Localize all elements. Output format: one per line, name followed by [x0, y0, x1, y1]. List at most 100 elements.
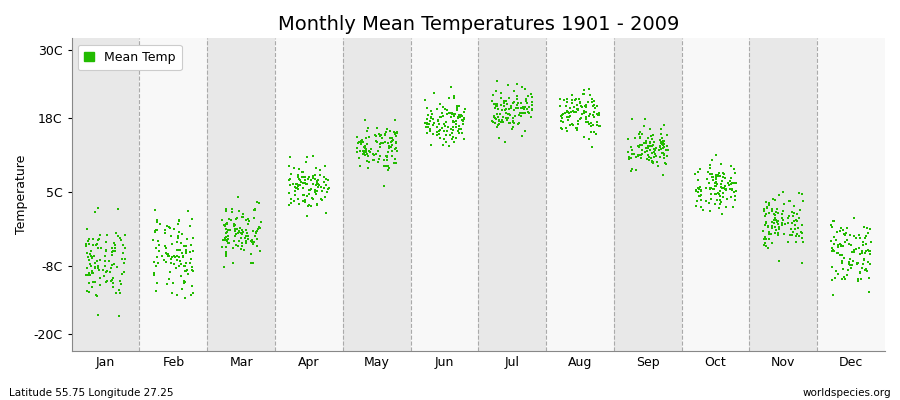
Point [225, 206, 239, 212]
Point [516, 110, 530, 116]
Point [652, 144, 667, 150]
Point [493, 119, 508, 125]
Point [159, 223, 174, 230]
Point [716, 171, 731, 177]
Point [785, 232, 799, 238]
Point [728, 180, 742, 186]
Point [381, 162, 395, 169]
Point [106, 280, 121, 286]
Point [104, 262, 119, 269]
Point [514, 113, 528, 120]
Point [421, 111, 436, 118]
Point [645, 132, 660, 138]
Point [656, 144, 670, 150]
Point [356, 144, 371, 150]
Point [712, 191, 726, 197]
Point [292, 200, 306, 207]
Point [375, 135, 390, 141]
Point [250, 228, 265, 235]
Point [86, 279, 101, 285]
Point [652, 136, 667, 143]
Point [248, 206, 263, 213]
Point [312, 172, 327, 178]
Point [579, 119, 593, 125]
Point [420, 105, 435, 112]
Point [219, 207, 233, 214]
Point [362, 159, 376, 166]
Point [693, 166, 707, 172]
Point [229, 232, 243, 239]
Point [298, 199, 312, 206]
Point [84, 263, 98, 269]
Point [87, 279, 102, 285]
Point [583, 92, 598, 98]
Point [115, 242, 130, 249]
Point [300, 213, 314, 220]
Point [499, 106, 513, 112]
Point [159, 259, 174, 265]
Point [238, 238, 253, 244]
Point [232, 228, 247, 235]
Point [657, 122, 671, 128]
Point [787, 203, 801, 210]
Point [248, 229, 263, 236]
Point [235, 214, 249, 220]
Point [573, 100, 588, 106]
Point [500, 100, 514, 107]
Point [796, 198, 810, 204]
Point [836, 227, 850, 234]
Point [438, 138, 453, 145]
Point [108, 244, 122, 251]
Point [512, 120, 526, 127]
Point [775, 211, 789, 217]
Point [80, 226, 94, 232]
Point [768, 230, 782, 236]
Point [85, 255, 99, 262]
Point [625, 166, 639, 172]
Point [580, 104, 594, 110]
Point [704, 190, 718, 197]
Point [358, 142, 373, 149]
Point [178, 268, 193, 275]
Point [831, 244, 845, 251]
Point [795, 222, 809, 228]
Point [421, 124, 436, 130]
Point [565, 121, 580, 128]
Point [218, 235, 232, 242]
Point [501, 82, 516, 88]
Point [434, 114, 448, 120]
Point [759, 243, 773, 250]
Point [175, 286, 189, 292]
Point [312, 172, 327, 178]
Point [171, 263, 185, 269]
Point [716, 174, 731, 180]
Point [692, 186, 706, 192]
Point [165, 254, 179, 260]
Point [767, 217, 781, 224]
Point [432, 101, 446, 108]
Point [643, 143, 657, 150]
Point [768, 211, 782, 218]
Point [518, 106, 532, 112]
Point [634, 151, 649, 157]
Point [634, 147, 649, 154]
Point [116, 250, 130, 256]
Point [525, 94, 539, 100]
Point [455, 118, 470, 124]
Point [369, 151, 383, 158]
Point [770, 218, 785, 225]
Point [158, 257, 172, 264]
Point [304, 177, 319, 183]
Point [160, 281, 175, 288]
Point [448, 111, 463, 118]
Point [633, 142, 647, 148]
Point [573, 103, 588, 110]
Point [321, 186, 336, 192]
Point [291, 182, 305, 188]
Point [577, 110, 591, 116]
Point [233, 224, 248, 231]
Point [317, 174, 331, 180]
Point [711, 190, 725, 196]
Point [100, 277, 114, 284]
Point [724, 186, 738, 192]
